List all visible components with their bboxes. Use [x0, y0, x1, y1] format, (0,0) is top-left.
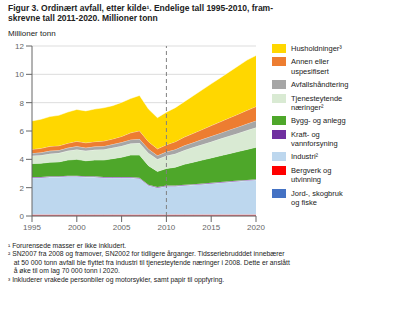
html-text:Figur 3. Ordinært avfall, ette: Figur 3. Ordinært avfall, etter kilde¹. … — [8, 3, 273, 24]
html-text:Annen eller uspesifisert: Annen eller uspesifisert — [291, 57, 329, 76]
svg-text:2: 2 — [20, 184, 25, 193]
svg-text:12: 12 — [15, 42, 24, 51]
svg-text:4: 4 — [20, 155, 25, 164]
svg-text:6: 6 — [20, 127, 25, 136]
svg-text:2005: 2005 — [113, 223, 131, 232]
svg-text:10: 10 — [15, 70, 24, 79]
svg-text:2020: 2020 — [247, 223, 265, 232]
svg-text:1995: 1995 — [23, 223, 41, 232]
svg-text:0: 0 — [20, 212, 25, 221]
svg-text:8: 8 — [20, 99, 25, 108]
html-text:Industri²: Industri² — [291, 152, 319, 162]
svg-text:2000: 2000 — [68, 223, 86, 232]
html-text:Husholdninger³: Husholdninger³ — [291, 44, 342, 53]
html-text:Bygg- og anlegg: Bygg- og anlegg — [291, 116, 346, 126]
html-text:Tjenesteytende næringer²: Tjenesteytende næringer² — [291, 93, 343, 112]
html-text:Millioner tonn: Millioner tonn — [8, 29, 56, 38]
svg-text:2015: 2015 — [202, 223, 220, 232]
html-text:Avfallshåndtering: Avfallshåndtering — [291, 80, 349, 90]
html-text:Kraft- og vannforsyning: Kraft- og vannforsyning — [291, 129, 338, 148]
html-text:Bergverk og utvinning: Bergverk og utvinning — [291, 165, 332, 185]
html-text:¹ Forurensede masser er ikke i: ¹ Forurensede masser er ikke inkludert. … — [8, 242, 290, 283]
html-text:Jord-, skogbruk og fiske: Jord-, skogbruk og fiske — [291, 188, 343, 207]
svg-text:2010: 2010 — [158, 223, 176, 232]
